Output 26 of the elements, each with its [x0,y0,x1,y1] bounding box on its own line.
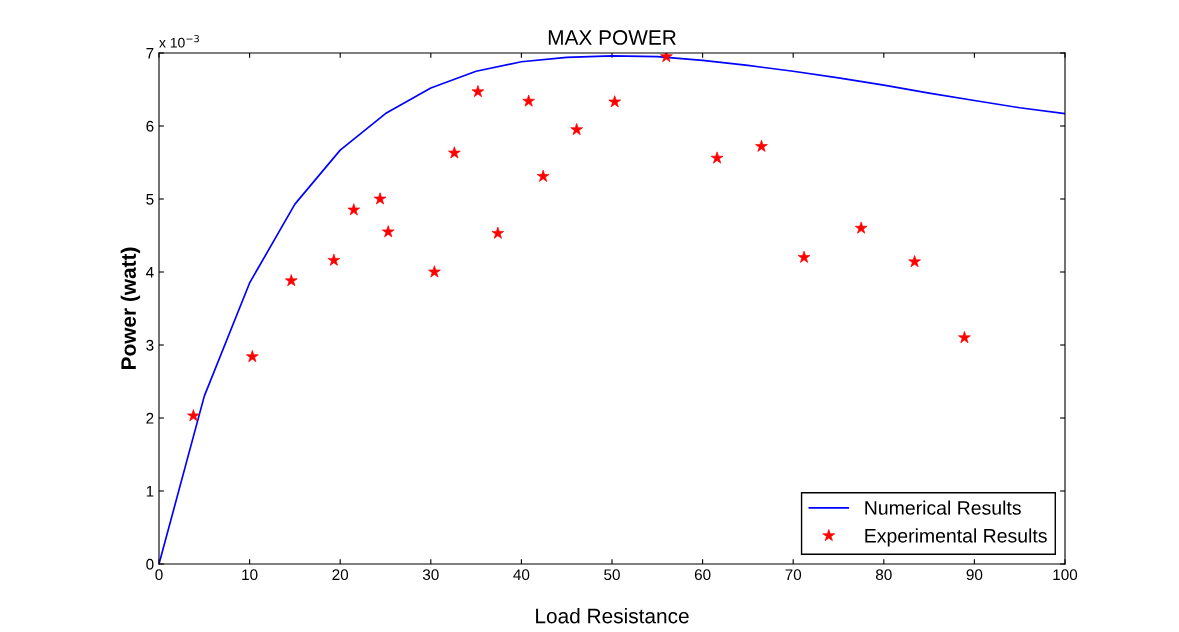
y-tick-label: 2 [146,412,154,424]
x-tick-label: 50 [604,569,620,581]
x-tick-label: 30 [422,569,439,581]
y-tick-label: 5 [146,194,154,205]
x-tick-label: 60 [694,569,711,581]
x-tick-label: 70 [785,569,802,581]
y-tick-label: 6 [146,120,154,132]
x-axis-title: Load Resistance [536,608,689,624]
line-series [159,55,1065,564]
x-tick-label: 0 [155,569,163,581]
legend-label: Numerical Results [865,500,1021,515]
y-tick-label: 4 [145,267,154,278]
y-axis-title: Power (watt) [120,247,141,370]
chart-title: MAX POWER [548,30,676,45]
legend-label: Experimental Results [865,528,1047,547]
y-tick-label: 1 [146,486,154,497]
x-tick-label: 10 [242,569,258,581]
x-tick-label: 40 [513,569,530,581]
text: x 10$^{−3}$ [159,34,199,48]
y-tick-label: 7 [146,48,154,59]
x-tick-label: 90 [966,569,983,581]
y-tick-label: 0 [146,558,154,570]
x-tick-label: 100 [1053,569,1078,581]
x-tick-label: 80 [875,569,892,581]
x-tick-label: 20 [332,569,349,581]
y-tick-label: 3 [146,339,154,351]
